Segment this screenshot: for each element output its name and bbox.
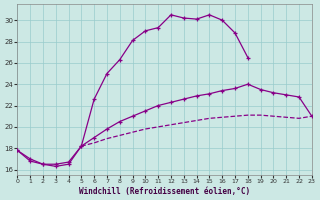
X-axis label: Windchill (Refroidissement éolien,°C): Windchill (Refroidissement éolien,°C): [79, 187, 250, 196]
